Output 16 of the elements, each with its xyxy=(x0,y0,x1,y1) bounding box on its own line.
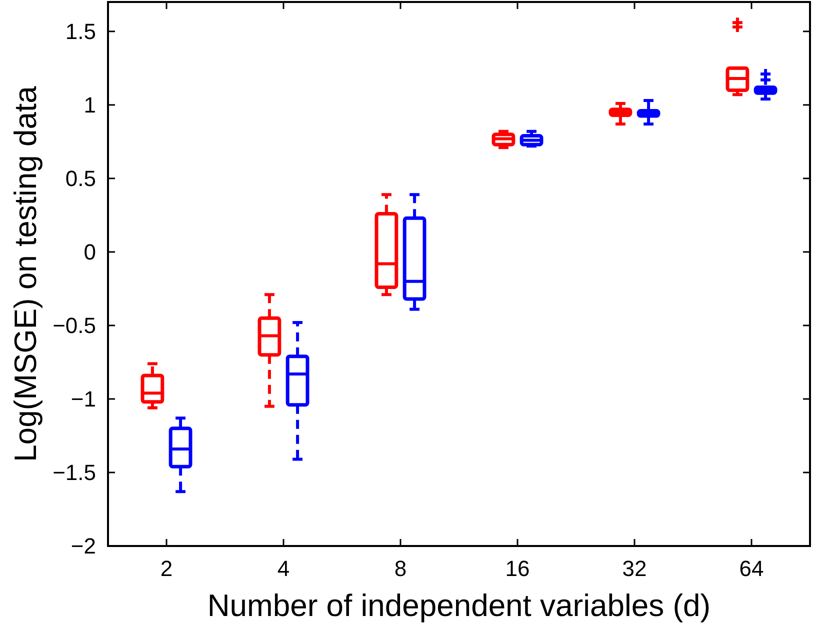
x-tick-label: 8 xyxy=(394,556,407,581)
x-tick-label: 4 xyxy=(277,556,290,581)
x-tick-label: 64 xyxy=(739,556,764,581)
x-tick-label: 32 xyxy=(622,556,647,581)
y-axis-title: Log(MSGE) on testing data xyxy=(8,85,43,462)
y-tick-label: −2 xyxy=(70,534,96,559)
y-tick-label: 1 xyxy=(84,92,96,118)
y-tick-label: 0.5 xyxy=(65,166,96,192)
x-axis-title: Number of independent variables (d) xyxy=(207,588,711,623)
y-tick-label: −1 xyxy=(70,386,96,412)
y-tick-label: −1.5 xyxy=(52,460,96,486)
x-tick-label: 16 xyxy=(505,556,530,581)
x-tick-label: 2 xyxy=(160,556,173,581)
y-tick-label: 1.5 xyxy=(65,19,96,44)
y-tick-label: −0.5 xyxy=(52,313,96,338)
y-tick-label: 0 xyxy=(84,240,96,265)
